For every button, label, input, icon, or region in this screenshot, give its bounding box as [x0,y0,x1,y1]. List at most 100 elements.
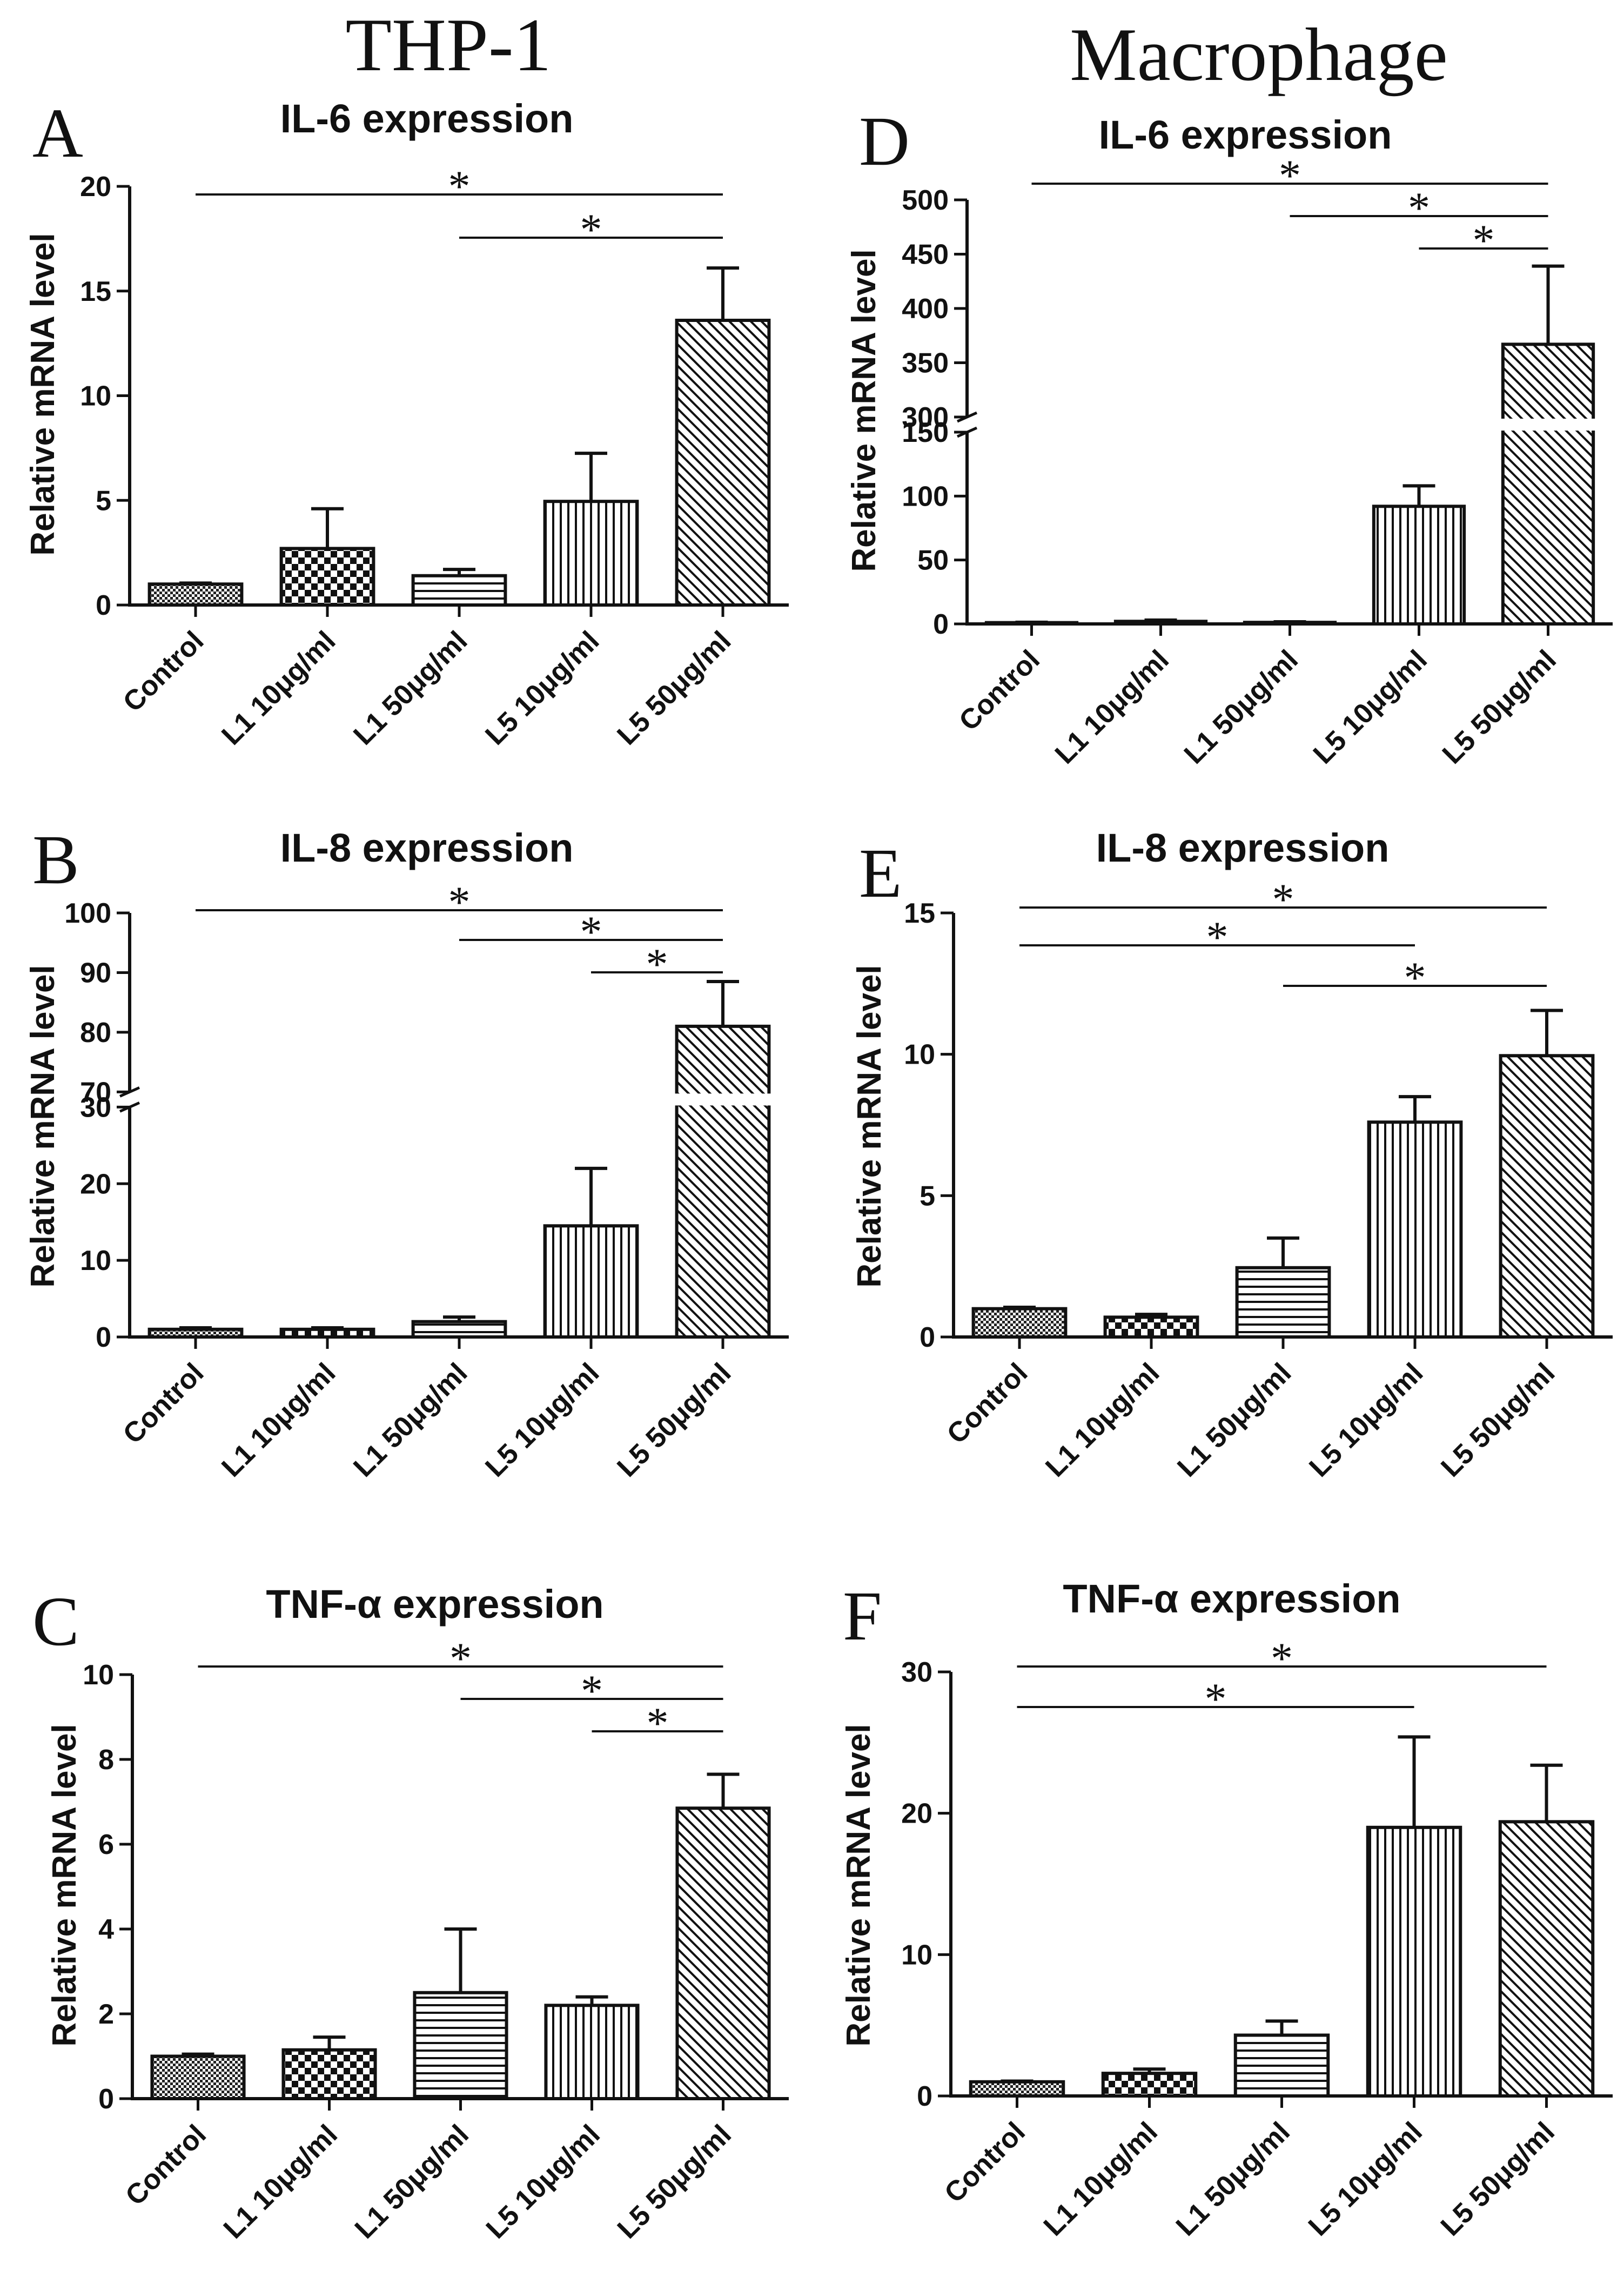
significance-star: * [1408,183,1430,232]
x-tick-label: Control [938,2116,1031,2209]
panel-letter: E [859,835,902,912]
chart-title: IL-8 expression [280,825,574,870]
x-tick-label: Control [953,644,1046,737]
bar [279,1327,375,1339]
y-tick-label: 5 [920,1180,935,1212]
y-tick-label: 10 [904,1039,935,1071]
x-tick-label: L1 50μg/ml [347,1357,473,1483]
chart-panel-b: B IL-8 expression Relative mRNA level 0 10 20… [24,821,789,1483]
significance-star: * [580,907,602,956]
significance-star: * [581,1666,603,1715]
significance-star: * [449,1634,472,1683]
y-tick-label: 90 [80,957,111,989]
bar [543,1224,639,1339]
panel-letter: C [32,1583,79,1661]
y-tick-label: 150 [902,417,949,448]
y-tick-label: 20 [901,1798,932,1830]
chart-panel-d: D IL-6 expression Relative mRNA level 0 50 10… [845,103,1613,770]
y-tick-label: 20 [80,1168,111,1200]
x-tick-label: L1 10μg/ml [1039,1357,1165,1483]
bar-break-gap [674,1093,771,1106]
x-tick-label: L5 50μg/ml [1435,2116,1561,2242]
column-header-thp1: THP-1 [345,3,551,87]
y-tick-label: 2 [98,1999,114,2030]
panel-letter: B [32,821,79,899]
chart-title: IL-8 expression [1096,825,1390,870]
y-tick-label: 0 [96,1322,111,1353]
y-tick-label: 6 [98,1829,114,1860]
x-tick-label: L1 50μg/ml [1171,1357,1297,1483]
significance-star: * [580,205,602,254]
y-tick-label: 15 [80,276,111,307]
bar [411,1320,507,1339]
y-tick-label: 0 [920,1322,935,1353]
chart-title: TNF-α expression [266,1582,603,1627]
y-tick-label: 50 [917,545,949,576]
y-tick-label: 30 [901,1657,932,1688]
y-tick-label: 500 [902,185,949,216]
y-tick-label: 400 [902,293,949,325]
bar [281,2048,377,2101]
y-tick-label: 8 [98,1744,114,1776]
x-tick-label: L5 10μg/ml [1307,644,1433,770]
y-tick-label: 15 [904,898,935,929]
bar [544,2004,640,2101]
y-tick-label: 100 [902,481,949,512]
chart-panel-f: F TNF-α expression Relative mRNA level 0 10 2… [840,1576,1613,2242]
column-header-macrophage: Macrophage [1070,13,1448,97]
significance-star: * [647,1698,669,1748]
significance-star: * [1473,216,1495,265]
bar [1113,620,1208,626]
x-tick-label: Control [119,2119,212,2212]
bar [147,582,244,607]
significance-star: * [1404,953,1426,1002]
bar [675,1024,771,1339]
bar [1501,342,1595,626]
bar [675,319,771,607]
panel-letter: A [32,95,83,172]
x-tick-label: L1 10μg/ml [216,625,341,751]
x-tick-label: L5 10μg/ml [1303,2116,1428,2242]
y-tick-label: 10 [83,1659,114,1691]
chart-panel-e: E IL-8 expression Relative mRNA level 0 5 10 1… [851,825,1613,1483]
x-tick-label: Control [941,1357,1034,1450]
significance-star: * [1271,1634,1293,1683]
y-axis-label: Relative mRNA level [46,1724,83,2046]
y-tick-label: 450 [902,239,949,271]
y-tick-label: 80 [80,1017,111,1049]
bar [279,547,375,607]
y-axis-label: Relative mRNA level [24,965,62,1287]
x-tick-label: L1 10μg/ml [216,1357,341,1483]
y-tick-label: 10 [901,1939,932,1971]
y-tick-label: 10 [80,1245,111,1276]
y-tick-label: 100 [64,898,111,929]
bar [411,574,507,607]
x-tick-label: L5 50μg/ml [1435,1357,1561,1483]
x-tick-label: L5 50μg/ml [1437,644,1562,770]
y-axis-label: Relative mRNA level [840,1724,877,2046]
bar [1366,1825,1462,2098]
x-tick-label: Control [117,1357,210,1450]
bar [1498,1820,1595,2098]
y-tick-label: 0 [917,2081,932,2112]
y-tick-label: 30 [80,1092,111,1123]
x-tick-label: L1 50μg/ml [347,625,473,751]
bar [1235,1266,1331,1339]
bar [413,1991,508,2100]
panels: A IL-6 expression Relative mRNA level 0 5 10 1… [24,95,1613,2245]
y-tick-label: 70 [80,1077,111,1108]
bar [1233,2033,1330,2098]
bar [1101,2072,1198,2098]
x-tick-label: L5 50μg/ml [611,625,737,751]
bar-break-gap [1500,419,1596,431]
y-tick-label: 0 [96,590,111,621]
bar [675,1806,771,2100]
x-tick-label: L5 10μg/ml [479,625,605,751]
significance-star: * [646,939,668,989]
significance-star: * [1205,1674,1227,1723]
y-tick-label: 350 [902,348,949,379]
significance-star: * [1279,151,1301,200]
x-tick-label: L5 50μg/ml [612,2119,737,2245]
significance-star: * [448,877,471,926]
